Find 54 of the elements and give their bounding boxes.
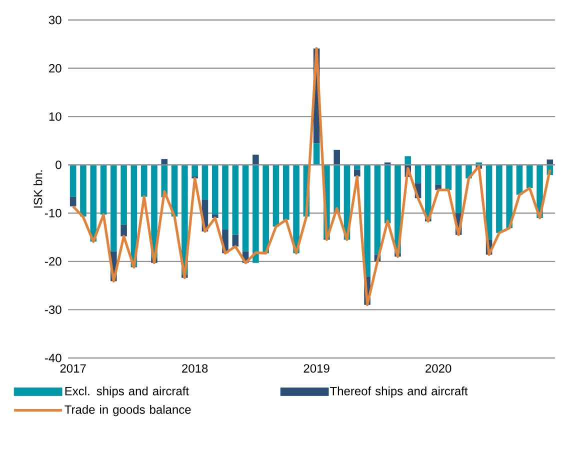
bar [120, 164, 127, 225]
bar [404, 156, 412, 165]
bar [414, 164, 422, 184]
bar [90, 164, 97, 242]
y-tick-label: 20 [49, 64, 62, 73]
bar [70, 196, 76, 206]
bar [334, 164, 340, 214]
bar [526, 164, 533, 188]
bar [425, 164, 432, 219]
line-series [72, 47, 552, 306]
bar [496, 164, 502, 233]
bar [232, 164, 239, 235]
bar [192, 164, 198, 176]
x-tick-label: 2017 [60, 364, 86, 373]
bar [120, 224, 127, 236]
bar [262, 164, 269, 254]
x-tick-label: 2020 [426, 364, 452, 373]
x-tick-label: 2018 [182, 364, 208, 373]
legend-label: Excl. ships and aircraft [65, 386, 189, 398]
bar [252, 154, 259, 165]
y-axis-title: ISK bn. [33, 170, 42, 208]
bar [140, 164, 148, 197]
bar [384, 164, 391, 224]
bar [252, 164, 259, 263]
y-tick-label: 0 [56, 160, 62, 170]
bar [202, 164, 208, 200]
bar [242, 164, 249, 252]
bar [232, 234, 239, 246]
bar [100, 164, 107, 215]
x-tick-label: 2019 [304, 364, 330, 373]
legend-label: Trade in goods balance [64, 405, 191, 416]
y-tick-label: -30 [44, 305, 62, 314]
bar [293, 164, 300, 254]
bar [455, 164, 462, 214]
bar [212, 164, 218, 215]
y-tick-label: -10 [44, 208, 62, 218]
bar [435, 164, 442, 185]
bar [313, 143, 320, 165]
legend-label: Thereof ships and aircraft [330, 386, 468, 398]
bar [334, 150, 340, 165]
bar [80, 164, 86, 217]
y-tick-label: 30 [48, 16, 62, 24]
bar [354, 170, 360, 176]
bar [70, 164, 76, 197]
bar [110, 164, 117, 252]
bar [374, 164, 381, 255]
y-tick-label: 10 [49, 112, 62, 121]
bar [282, 164, 290, 220]
bar [364, 164, 370, 276]
bar [506, 164, 512, 228]
y-tick-label: -40 [44, 354, 62, 362]
bar [222, 164, 228, 230]
y-tick-label: -20 [44, 257, 62, 266]
bar [272, 164, 280, 227]
